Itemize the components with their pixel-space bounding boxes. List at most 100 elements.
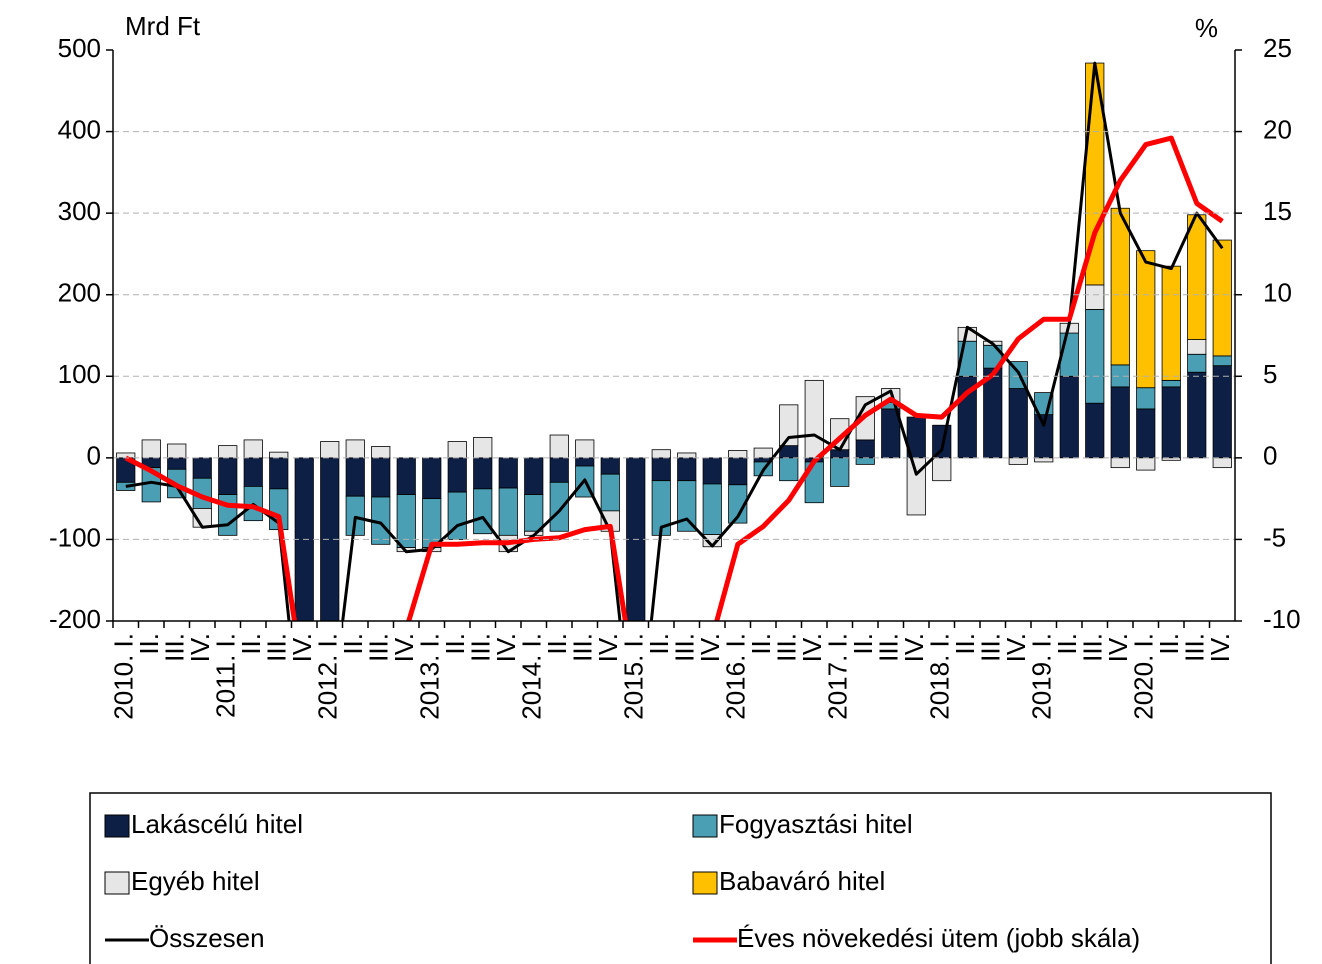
x-tick-label: II.: [950, 633, 980, 655]
y-axis-label: Mrd Ft: [125, 11, 201, 41]
line-series: [124, 135, 1224, 621]
bar-segment: [345, 457, 365, 497]
bar-segment: [779, 457, 799, 482]
legend-label: Egyéb hitel: [131, 866, 260, 896]
bar-segment: [243, 457, 263, 487]
bar-segment: [1161, 457, 1181, 461]
bar-segment: [932, 457, 952, 482]
bar-segment: [702, 457, 722, 485]
bar-segment: [575, 457, 595, 467]
x-tick-label: IV.: [1001, 633, 1031, 662]
bar-segment: [1085, 402, 1105, 459]
bar-segment: [243, 439, 263, 459]
bar-segment: [549, 457, 569, 483]
x-tick-label: III.: [772, 633, 802, 662]
bar-segment: [192, 457, 212, 479]
bar-segment: [167, 457, 187, 470]
bar-segment: [498, 457, 518, 489]
bar-segment: [728, 484, 748, 524]
bar-segment: [600, 473, 620, 512]
bar-segment: [269, 451, 289, 459]
bar-segment: [1212, 355, 1232, 367]
y-tick-label: 0: [87, 441, 101, 471]
bar-segment: [779, 404, 799, 447]
legend-label: Fogyasztási hitel: [719, 809, 913, 839]
bar-segment: [1110, 207, 1130, 366]
x-tick-label: III.: [364, 633, 394, 662]
legend-box: [89, 792, 1272, 964]
bar-segment: [447, 457, 467, 493]
bar-segment: [498, 487, 518, 536]
x-tick-label: II.: [1052, 633, 1082, 655]
y-tick-label: -200: [49, 604, 101, 634]
bar-segment: [1110, 457, 1130, 469]
x-tick-label: III.: [466, 633, 496, 662]
y2-tick-label: 20: [1263, 114, 1292, 144]
bar-segment: [1136, 408, 1156, 459]
x-tick-label: 2011. I.: [211, 633, 241, 718]
legend-label: Éves növekedési ütem (jobb skála): [737, 923, 1140, 953]
legend-swatch: [692, 814, 718, 838]
bar-segment: [677, 452, 697, 459]
x-tick-label: IV.: [1205, 633, 1235, 662]
bar-segment: [1110, 386, 1130, 459]
x-tick-label: 2019. I.: [1027, 633, 1057, 720]
bar-segment: [422, 457, 442, 500]
y-tick-label: -100: [49, 522, 101, 552]
bar-segment: [1136, 457, 1156, 471]
x-tick-label: II.: [134, 633, 164, 655]
x-tick-label: III.: [160, 633, 190, 662]
x-tick-label: II.: [338, 633, 368, 655]
bar-segment: [218, 457, 238, 495]
x-tick-label: 2012. I.: [313, 633, 343, 720]
legend-swatch: [692, 871, 718, 895]
x-tick-label: III.: [976, 633, 1006, 662]
bar-segment: [1008, 457, 1028, 465]
bar-segment: [345, 439, 365, 459]
x-tick-label: 2018. I.: [925, 633, 955, 720]
bar-segment: [830, 457, 850, 487]
bar-segment: [651, 449, 671, 459]
bar-segment: [1212, 457, 1232, 469]
y2-tick-label: -5: [1263, 522, 1286, 552]
bar-segment: [116, 452, 136, 459]
x-tick-label: IV.: [593, 633, 623, 662]
bar-segment: [371, 457, 391, 498]
bar-segment: [524, 457, 544, 495]
x-tick-label: III.: [262, 633, 292, 662]
y2-tick-label: 15: [1263, 196, 1292, 226]
x-tick-label: IV.: [491, 633, 521, 662]
bar-segment: [1212, 239, 1232, 357]
x-tick-label: IV.: [899, 633, 929, 662]
bar-segment: [855, 439, 875, 459]
bar-segment: [320, 441, 340, 459]
x-tick-label: IV.: [185, 633, 215, 662]
line-series: [125, 61, 1224, 621]
bar-segment: [524, 494, 544, 532]
x-tick-label: 2013. I.: [415, 633, 445, 720]
bar-segment: [702, 483, 722, 535]
bar-segment: [549, 434, 569, 459]
bar-segment: [1161, 379, 1181, 388]
x-tick-label: IV.: [1103, 633, 1133, 662]
x-tick-label: 2015. I.: [619, 633, 649, 720]
bar-segment: [932, 424, 952, 459]
x-tick-label: 2017. I.: [823, 633, 853, 720]
x-tick-label: II.: [440, 633, 470, 655]
bar-segment: [677, 457, 697, 482]
x-tick-label: 2020. I.: [1129, 633, 1159, 720]
x-tick-label: II.: [746, 633, 776, 655]
bar-segment: [804, 379, 824, 459]
x-tick-label: III.: [568, 633, 598, 662]
x-tick-label: IV.: [695, 633, 725, 662]
y2-tick-label: 0: [1263, 441, 1277, 471]
bar-segment: [1161, 265, 1181, 381]
bar-segment: [1085, 308, 1105, 404]
bar-segment: [218, 445, 238, 459]
y2-tick-label: 5: [1263, 359, 1277, 389]
bar-segment: [1187, 214, 1207, 340]
legend-swatch: [104, 871, 130, 895]
bar-segment: [1085, 284, 1105, 310]
bar-segment: [728, 450, 748, 459]
